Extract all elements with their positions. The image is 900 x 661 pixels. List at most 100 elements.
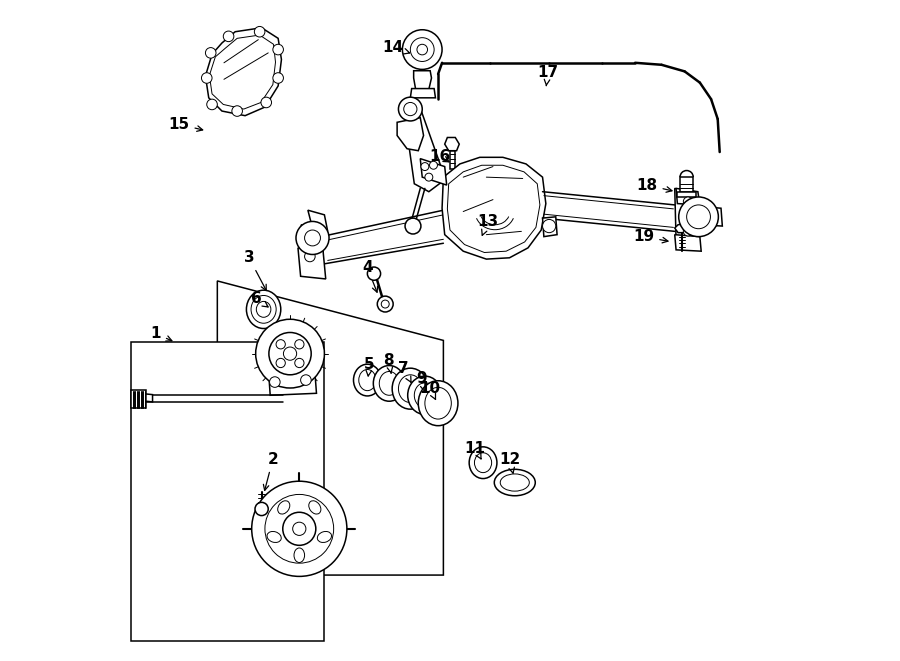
Circle shape <box>683 212 693 221</box>
Polygon shape <box>205 28 282 116</box>
Circle shape <box>296 221 329 254</box>
Circle shape <box>687 205 710 229</box>
Circle shape <box>255 502 268 516</box>
Ellipse shape <box>418 381 458 426</box>
Circle shape <box>304 251 315 262</box>
Text: 10: 10 <box>419 381 441 399</box>
Circle shape <box>429 161 437 169</box>
Text: 16: 16 <box>429 149 451 164</box>
Text: 9: 9 <box>417 371 427 392</box>
Ellipse shape <box>318 531 331 543</box>
Ellipse shape <box>256 301 271 317</box>
Circle shape <box>683 227 693 236</box>
Ellipse shape <box>408 376 442 414</box>
Text: 19: 19 <box>633 229 668 244</box>
Polygon shape <box>680 177 693 192</box>
Circle shape <box>304 238 315 249</box>
Polygon shape <box>450 151 455 169</box>
Polygon shape <box>131 390 146 408</box>
Circle shape <box>404 102 417 116</box>
Circle shape <box>683 197 693 206</box>
Circle shape <box>304 225 315 235</box>
Circle shape <box>273 73 284 83</box>
Polygon shape <box>442 157 545 259</box>
Circle shape <box>255 26 265 37</box>
Circle shape <box>202 73 212 83</box>
Circle shape <box>417 44 428 55</box>
Polygon shape <box>543 217 557 237</box>
Polygon shape <box>298 248 326 279</box>
Ellipse shape <box>399 375 422 403</box>
Circle shape <box>367 267 381 280</box>
Text: 4: 4 <box>362 260 378 292</box>
Circle shape <box>276 340 285 349</box>
Polygon shape <box>445 137 459 151</box>
Ellipse shape <box>354 364 382 396</box>
Circle shape <box>256 319 324 388</box>
Polygon shape <box>268 367 317 395</box>
Ellipse shape <box>374 366 405 401</box>
Circle shape <box>679 197 718 237</box>
Ellipse shape <box>278 501 290 514</box>
Polygon shape <box>698 206 723 226</box>
Ellipse shape <box>425 387 451 419</box>
Circle shape <box>269 377 280 387</box>
Polygon shape <box>308 210 328 231</box>
Ellipse shape <box>247 290 281 329</box>
Circle shape <box>205 48 216 58</box>
Circle shape <box>276 358 285 368</box>
Ellipse shape <box>414 383 436 408</box>
Ellipse shape <box>474 453 491 473</box>
Circle shape <box>405 218 421 234</box>
Polygon shape <box>397 118 424 151</box>
Text: 7: 7 <box>399 362 411 382</box>
Circle shape <box>382 300 389 308</box>
Text: 15: 15 <box>168 117 202 132</box>
Polygon shape <box>146 394 153 402</box>
Polygon shape <box>675 223 689 233</box>
Polygon shape <box>410 89 436 98</box>
Ellipse shape <box>494 469 536 496</box>
Circle shape <box>269 332 311 375</box>
Circle shape <box>304 230 320 246</box>
Circle shape <box>425 173 433 181</box>
Circle shape <box>399 97 422 121</box>
Text: 14: 14 <box>382 40 410 55</box>
Polygon shape <box>404 102 445 192</box>
Text: 12: 12 <box>499 452 520 473</box>
Polygon shape <box>678 192 696 197</box>
Text: 11: 11 <box>464 441 486 459</box>
Ellipse shape <box>379 371 399 395</box>
Ellipse shape <box>469 447 497 479</box>
Text: 6: 6 <box>251 292 268 307</box>
Polygon shape <box>414 71 431 89</box>
Text: 13: 13 <box>477 214 499 235</box>
Text: 8: 8 <box>383 353 394 373</box>
Circle shape <box>265 494 334 563</box>
Circle shape <box>283 512 316 545</box>
Circle shape <box>402 30 442 69</box>
Circle shape <box>295 358 304 368</box>
Text: 3: 3 <box>244 251 266 290</box>
Ellipse shape <box>251 295 276 323</box>
Polygon shape <box>131 342 324 641</box>
Text: 17: 17 <box>537 65 558 86</box>
Ellipse shape <box>267 531 282 543</box>
Polygon shape <box>675 188 698 241</box>
Circle shape <box>223 31 234 42</box>
Text: 1: 1 <box>150 327 172 341</box>
Circle shape <box>207 99 217 110</box>
Circle shape <box>284 347 297 360</box>
Circle shape <box>410 38 434 61</box>
Ellipse shape <box>392 368 428 409</box>
Polygon shape <box>302 225 323 278</box>
Circle shape <box>232 106 242 116</box>
Circle shape <box>377 296 393 312</box>
Circle shape <box>261 97 272 108</box>
Ellipse shape <box>359 369 376 391</box>
Polygon shape <box>676 188 700 205</box>
Circle shape <box>295 340 304 349</box>
Circle shape <box>301 375 311 385</box>
Ellipse shape <box>309 501 321 514</box>
Circle shape <box>292 522 306 535</box>
